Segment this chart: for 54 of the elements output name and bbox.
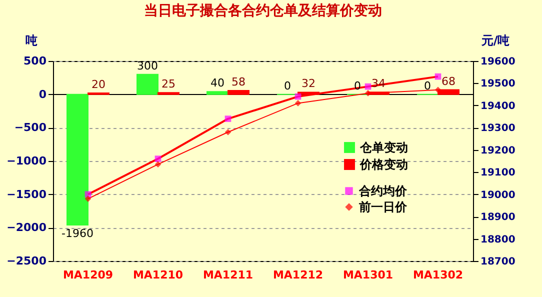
point	[294, 100, 302, 106]
y2-tick-label: 19200	[480, 145, 516, 156]
y-tick-label: −1000	[6, 154, 47, 168]
x-tick-label: MA1209	[62, 268, 114, 282]
x-tick-label: MA1211	[202, 268, 254, 282]
x-tick-label: MA1212	[272, 268, 324, 282]
y-tick-label: 0	[38, 88, 47, 101]
point	[294, 93, 302, 100]
y2-tick-label: 18800	[480, 234, 516, 246]
point	[434, 86, 442, 94]
point	[434, 73, 442, 80]
point	[84, 191, 92, 198]
point	[84, 196, 92, 202]
y-tick-label: −1500	[6, 188, 47, 201]
x-tick-label: MA1301	[342, 268, 394, 282]
legend-label: 价格变动	[359, 158, 408, 172]
y2-tick-label: 19500	[480, 78, 516, 90]
y2-tick-label: 19600	[480, 56, 516, 68]
y-axis-title: 吨	[26, 34, 38, 48]
bar	[66, 94, 88, 226]
y-tick-label: 500	[24, 54, 47, 68]
y2-tick-label: 18700	[480, 256, 516, 268]
data-label: 20	[92, 78, 106, 91]
data-label: 32	[302, 77, 316, 90]
x-tick-label: MA1302	[412, 268, 464, 282]
y-tick-label: −2000	[6, 221, 47, 234]
data-label: 68	[442, 74, 456, 88]
y-tick-label: −2500	[6, 254, 47, 268]
y2-tick-label: 19300	[480, 123, 516, 134]
point	[364, 83, 372, 90]
bar	[228, 90, 250, 95]
data-label: -1960	[62, 227, 94, 240]
data-label: 0	[424, 79, 431, 92]
data-label: 0	[284, 79, 291, 92]
x-tick-label: MA1210	[132, 268, 184, 282]
point	[154, 161, 162, 168]
y2-tick-label: 19100	[480, 168, 516, 179]
y-tick-label: −500	[14, 121, 47, 134]
y2-tick-label: 19000	[480, 190, 516, 201]
point	[224, 116, 232, 122]
y2-tick-label: 18900	[480, 212, 516, 224]
y2-axis-title: 元/吨	[480, 34, 510, 48]
data-label: 58	[232, 75, 246, 88]
data-label: 40	[210, 76, 224, 90]
bar	[206, 91, 228, 95]
bar	[136, 74, 158, 95]
legend-label: 合约均价	[358, 184, 408, 198]
data-label: 25	[162, 78, 176, 91]
chart-title: 当日电子撮合各合约仓单及结算价变动	[144, 2, 382, 19]
legend-label: 前一日价	[358, 200, 408, 214]
point	[224, 128, 232, 136]
legend-label: 仓单变动	[359, 140, 408, 154]
point	[154, 156, 162, 162]
y2-tick-label: 19400	[480, 100, 516, 112]
